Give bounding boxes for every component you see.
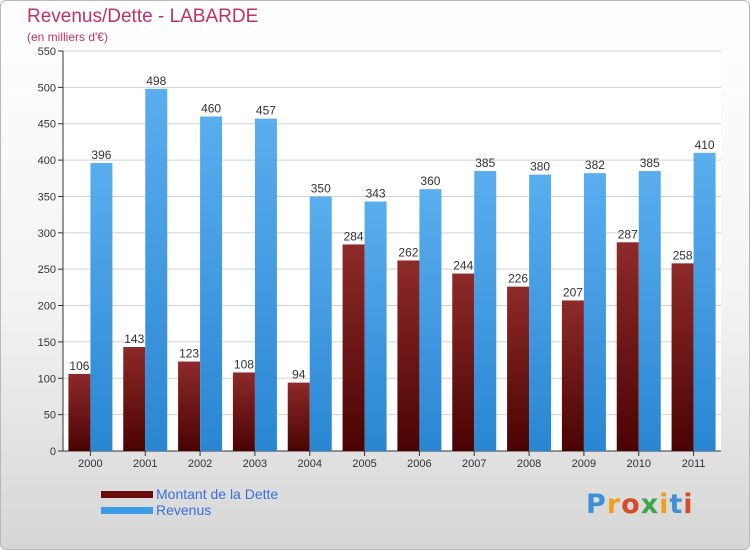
data-label-dette: 108 xyxy=(234,357,254,371)
y-tick-label: 550 xyxy=(38,46,56,58)
brand-logo: Proxiti xyxy=(586,489,694,520)
data-label-revenus: 396 xyxy=(91,148,111,162)
bar-revenus xyxy=(693,152,716,451)
bar-dette xyxy=(561,300,584,451)
logo-letter: x xyxy=(640,489,660,520)
data-label-dette: 262 xyxy=(398,245,418,259)
x-tick-label: 2002 xyxy=(188,458,212,470)
bar-revenus xyxy=(364,201,387,451)
bar-dette xyxy=(671,263,694,451)
legend-swatch-revenus xyxy=(101,507,153,514)
bar-revenus xyxy=(419,189,442,451)
y-tick-label: 0 xyxy=(50,446,56,458)
data-label-revenus: 385 xyxy=(640,156,660,170)
x-tick-label: 2004 xyxy=(298,458,322,470)
bar-dette xyxy=(123,347,146,451)
y-tick-label: 350 xyxy=(38,191,56,203)
x-tick-label: 2010 xyxy=(627,458,651,470)
y-tick-label: 450 xyxy=(38,119,56,131)
bar-revenus xyxy=(90,163,113,451)
data-label-dette: 207 xyxy=(563,285,583,299)
chart-subtitle: (en milliers d'€) xyxy=(27,30,108,44)
x-tick-label: 2008 xyxy=(517,458,541,470)
bar-dette xyxy=(507,286,530,451)
data-label-revenus: 350 xyxy=(311,181,331,195)
bar-dette xyxy=(178,361,201,451)
bar-dette xyxy=(287,382,310,451)
data-label-revenus: 498 xyxy=(146,74,166,88)
plot-area xyxy=(63,51,721,451)
x-tick-label: 2011 xyxy=(682,458,706,470)
bar-revenus xyxy=(309,196,332,451)
bar-dette xyxy=(342,244,365,451)
data-label-dette: 244 xyxy=(453,259,473,273)
y-tick-label: 250 xyxy=(38,264,56,276)
data-label-revenus: 457 xyxy=(256,104,276,118)
logo-letter: P xyxy=(586,489,607,520)
logo-letter: i xyxy=(659,489,670,520)
data-label-revenus: 460 xyxy=(201,101,221,115)
legend-label-dette: Montant de la Dette xyxy=(156,486,279,502)
y-tick-label: 500 xyxy=(38,82,56,94)
x-tick-label: 2005 xyxy=(352,458,376,470)
bar-revenus xyxy=(529,174,552,452)
y-tick-label: 50 xyxy=(44,410,56,422)
data-label-dette: 287 xyxy=(618,227,638,241)
data-label-revenus: 385 xyxy=(475,156,495,170)
bar-dette xyxy=(452,273,475,451)
legend-swatch-dette xyxy=(101,491,153,498)
data-label-revenus: 360 xyxy=(420,174,440,188)
bar-revenus xyxy=(638,171,661,451)
x-tick-label: 2009 xyxy=(572,458,596,470)
bar-revenus xyxy=(145,88,168,452)
bar-revenus xyxy=(474,171,497,451)
legend-label-revenus: Revenus xyxy=(156,502,212,518)
y-tick-label: 150 xyxy=(38,337,56,349)
bar-dette xyxy=(232,372,255,451)
x-tick-label: 2003 xyxy=(243,458,267,470)
data-label-dette: 284 xyxy=(344,229,364,243)
bar-dette xyxy=(68,373,91,451)
chart-title: Revenus/Dette - LABARDE xyxy=(27,6,259,27)
bar-revenus xyxy=(200,116,223,452)
logo-letter: i xyxy=(683,489,694,520)
logo-letter: t xyxy=(669,489,684,520)
logo-letter: o xyxy=(621,489,641,520)
y-tick-label: 400 xyxy=(38,155,56,167)
data-label-dette: 258 xyxy=(673,248,693,262)
x-tick-label: 2001 xyxy=(133,458,157,470)
y-tick-label: 300 xyxy=(38,228,56,240)
x-tick-label: 2006 xyxy=(407,458,431,470)
data-label-revenus: 382 xyxy=(585,158,605,172)
bar-revenus xyxy=(583,173,606,451)
y-tick-label: 200 xyxy=(38,301,56,313)
y-tick-label: 100 xyxy=(38,373,56,385)
data-label-revenus: 380 xyxy=(530,160,550,174)
data-label-dette: 106 xyxy=(69,359,89,373)
data-label-dette: 143 xyxy=(124,332,144,346)
bar-dette xyxy=(397,260,420,451)
data-label-dette: 226 xyxy=(508,272,528,286)
data-label-dette: 123 xyxy=(179,347,199,361)
x-tick-label: 2000 xyxy=(78,458,102,470)
bar-revenus xyxy=(254,118,277,452)
x-tick-label: 2007 xyxy=(462,458,486,470)
data-label-revenus: 343 xyxy=(366,187,386,201)
data-label-revenus: 410 xyxy=(695,138,715,152)
logo-letter: r xyxy=(606,489,622,520)
data-label-dette: 94 xyxy=(292,368,306,382)
bar-dette xyxy=(616,242,639,451)
